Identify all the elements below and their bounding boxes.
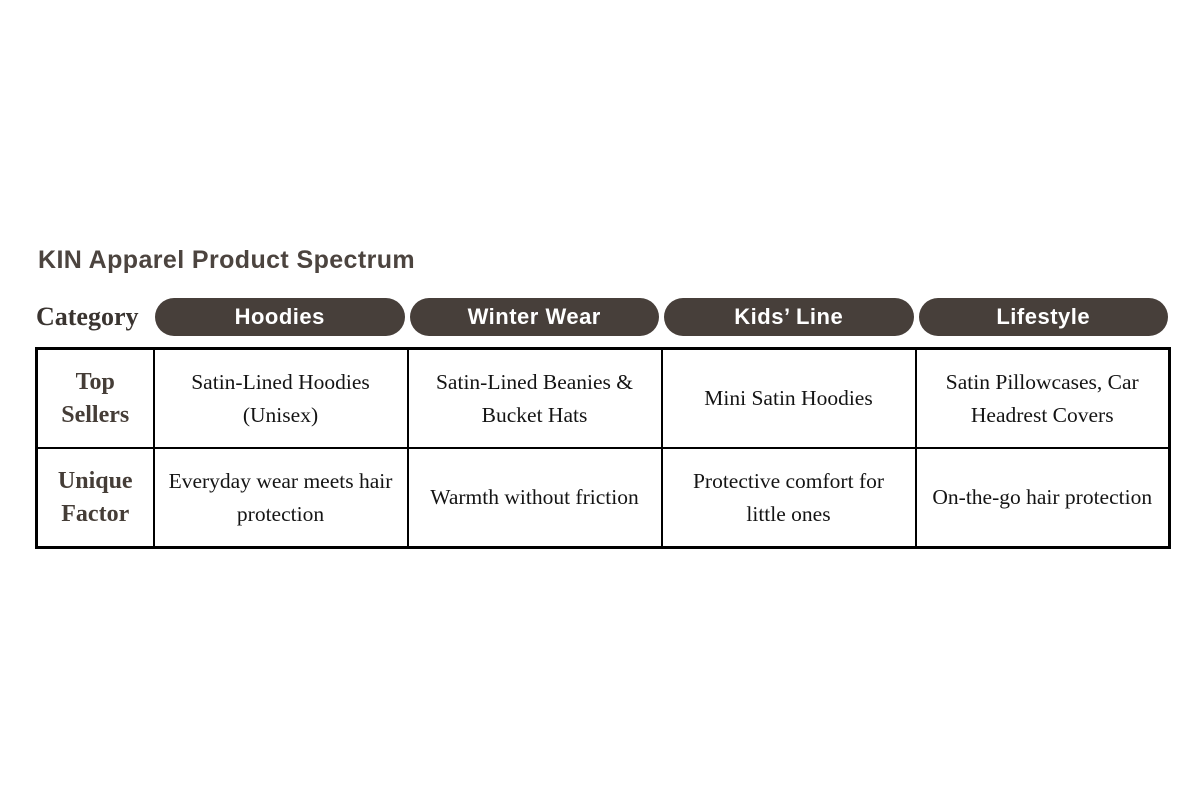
category-pill-kids-line: Kids’ Line xyxy=(664,298,914,336)
category-pill-lifestyle: Lifestyle xyxy=(918,298,1168,336)
table-row-top-sellers: Top Sellers Satin-Lined Hoodies (Unisex)… xyxy=(35,347,1171,449)
category-pill-winter-wear: Winter Wear xyxy=(409,298,659,336)
cell-top-sellers-kids-line: Mini Satin Hoodies xyxy=(660,347,917,449)
category-header-row: Category Hoodies Winter Wear Kids’ Line … xyxy=(36,298,1168,336)
cell-top-sellers-hoodies: Satin-Lined Hoodies (Unisex) xyxy=(152,347,409,449)
table-row-unique-factor: Unique Factor Everyday wear meets hair p… xyxy=(35,447,1171,549)
row-header-top-sellers: Top Sellers xyxy=(35,347,155,449)
page-title: KIN Apparel Product Spectrum xyxy=(38,246,415,274)
row-header-unique-factor: Unique Factor xyxy=(35,447,155,549)
cell-unique-factor-winter-wear: Warmth without friction xyxy=(406,447,663,549)
cell-top-sellers-lifestyle: Satin Pillowcases, Car Headrest Covers xyxy=(914,347,1171,449)
category-pill-hoodies: Hoodies xyxy=(155,298,405,336)
cell-unique-factor-kids-line: Protective comfort for little ones xyxy=(660,447,917,549)
category-label: Category xyxy=(36,302,139,331)
cell-unique-factor-lifestyle: On-the-go hair protection xyxy=(914,447,1171,549)
cell-top-sellers-winter-wear: Satin-Lined Beanies & Bucket Hats xyxy=(406,347,663,449)
product-spectrum-table: Top Sellers Satin-Lined Hoodies (Unisex)… xyxy=(35,347,1171,549)
cell-unique-factor-hoodies: Everyday wear meets hair protection xyxy=(152,447,409,549)
category-pills: Hoodies Winter Wear Kids’ Line Lifestyle xyxy=(155,298,1168,336)
